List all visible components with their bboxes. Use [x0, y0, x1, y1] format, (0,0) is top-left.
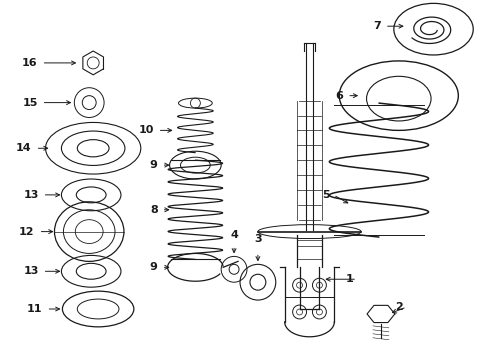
Text: 7: 7 [372, 21, 380, 31]
Text: 10: 10 [138, 125, 153, 135]
Text: 12: 12 [19, 226, 35, 237]
Text: 6: 6 [335, 91, 343, 101]
Text: 11: 11 [27, 304, 42, 314]
Text: 5: 5 [321, 190, 328, 200]
Text: 13: 13 [23, 190, 39, 200]
Text: 9: 9 [149, 262, 157, 272]
Text: 1: 1 [345, 274, 352, 284]
Text: 3: 3 [254, 234, 261, 244]
Text: 13: 13 [23, 266, 39, 276]
Text: 2: 2 [394, 302, 402, 312]
Text: 14: 14 [16, 143, 32, 153]
Text: 9: 9 [149, 160, 157, 170]
Text: 8: 8 [150, 205, 157, 215]
Text: 15: 15 [22, 98, 38, 108]
Text: 4: 4 [230, 230, 238, 239]
Text: 16: 16 [22, 58, 38, 68]
